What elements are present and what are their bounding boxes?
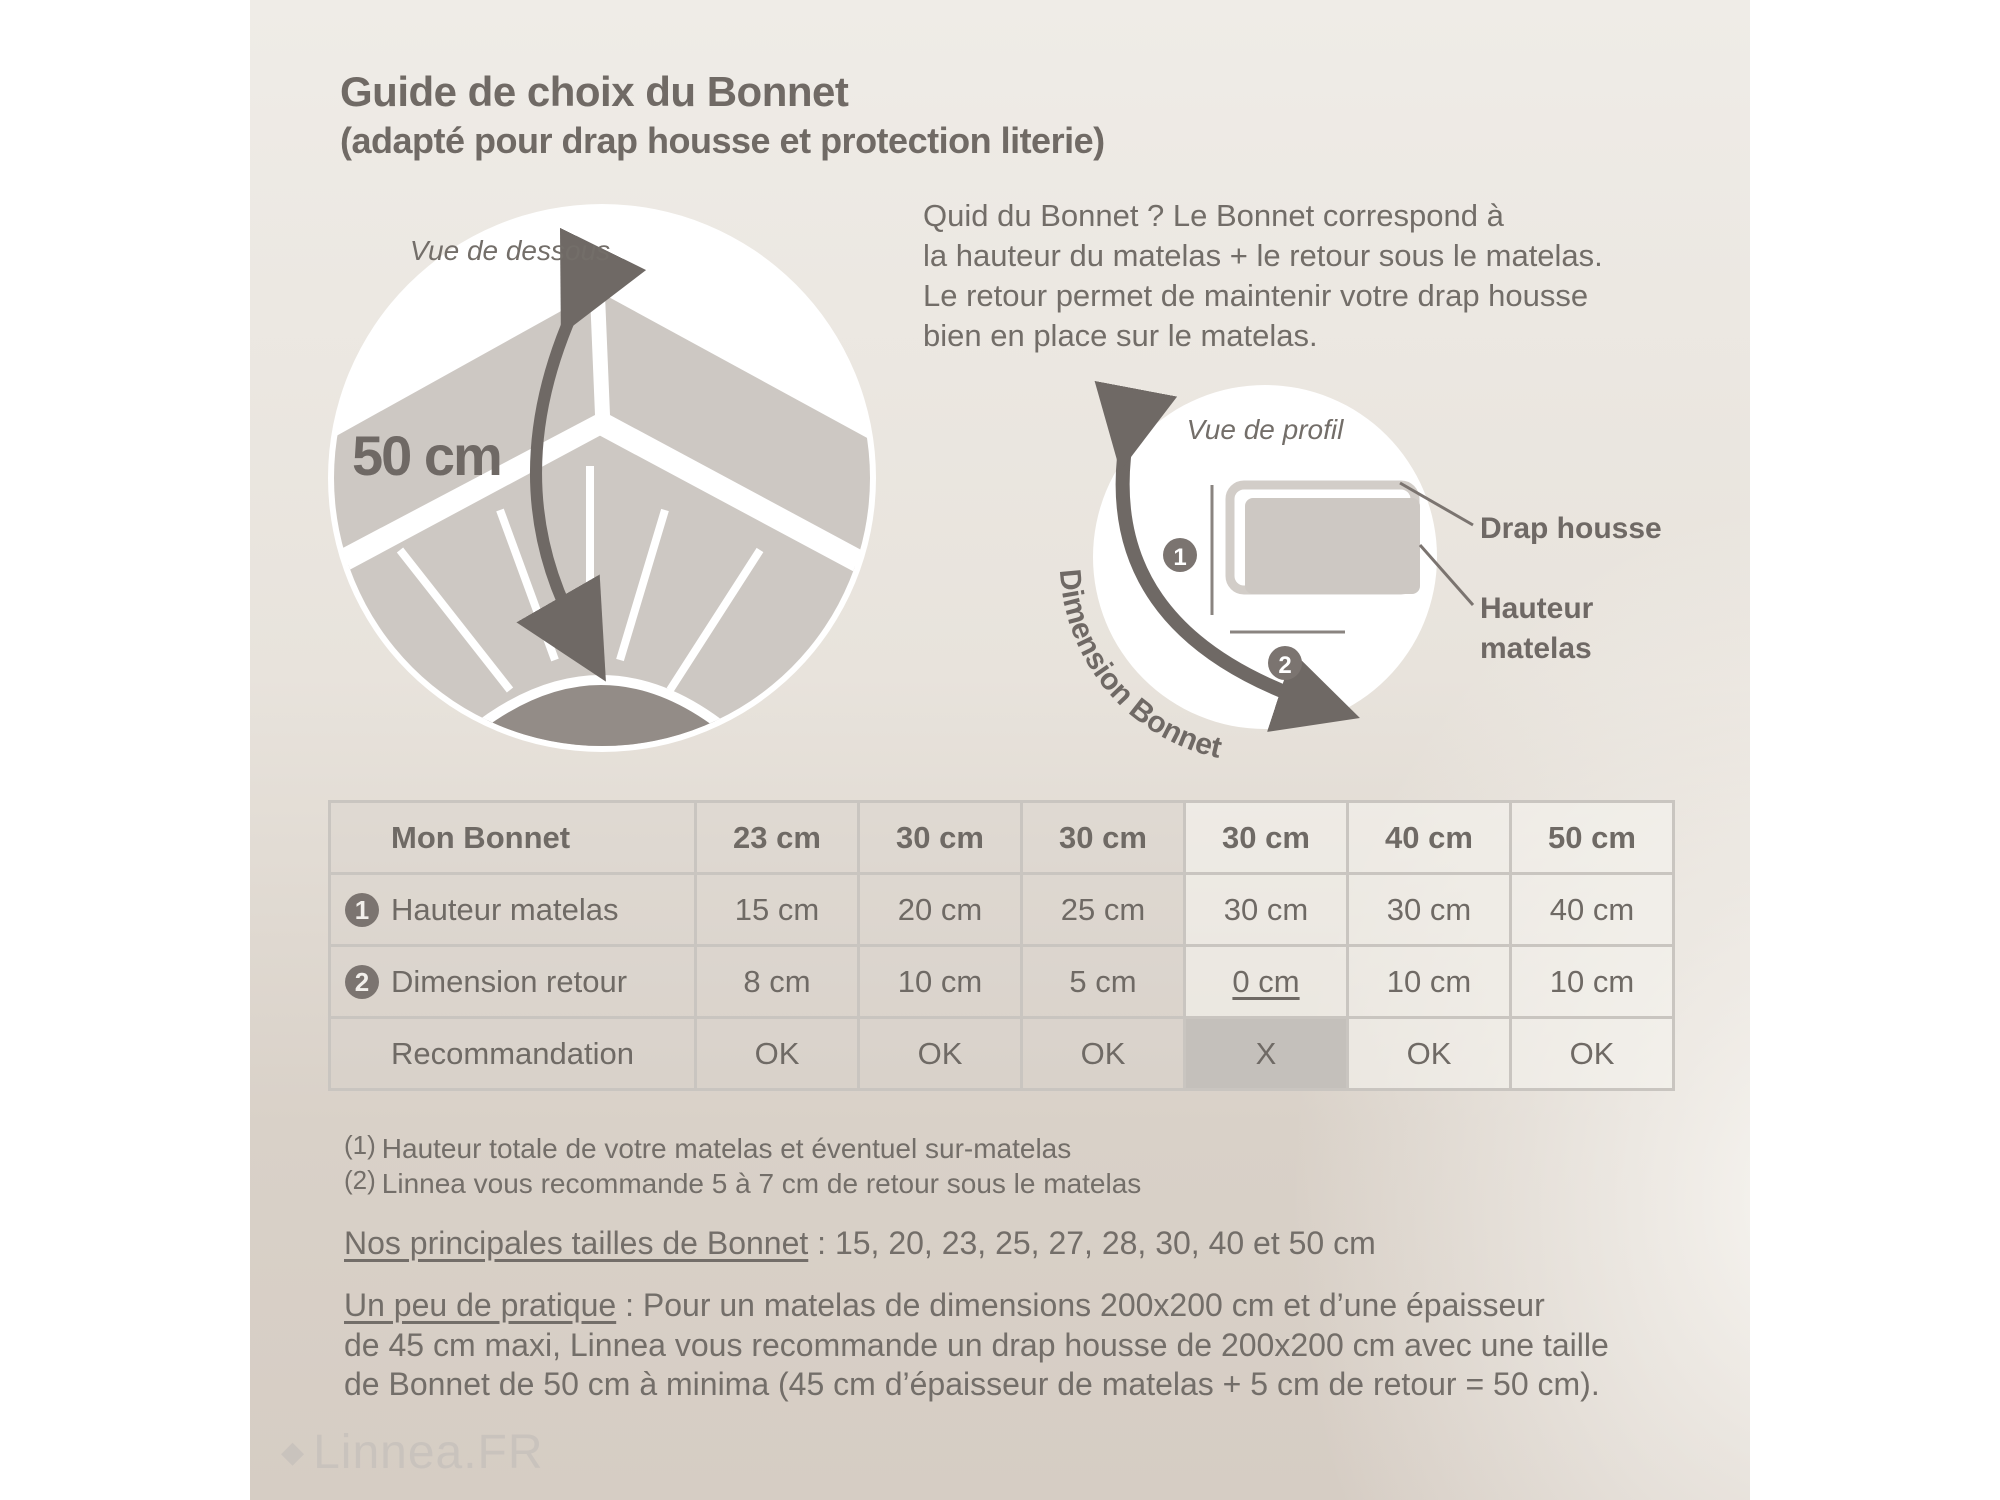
practice-line-2: de 45 cm maxi, Linnea vous recommande un… xyxy=(344,1327,1609,1363)
table-row: 2 Dimension retour 8 cm 10 cm 5 cm 0 cm 1… xyxy=(328,944,1675,1019)
profile-view-caption: Vue de profil xyxy=(1187,414,1344,445)
svg-text:matelas: matelas xyxy=(1480,632,1592,665)
not-recommended-cell: X xyxy=(1183,1016,1349,1091)
measure-label: 50 cm xyxy=(352,424,501,487)
table-row: Recommandation OK OK OK X OK OK xyxy=(328,1016,1675,1091)
practice-line-3: de Bonnet de 50 cm à minima (45 cm d’épa… xyxy=(344,1366,1600,1402)
marker-1-icon: 1 xyxy=(345,892,379,927)
practice-line-1: Un peu de pratique : Pour un matelas de … xyxy=(344,1287,1545,1323)
profile-view-illustration: 1 2 Vue de profil Drap housse Hauteur ma… xyxy=(1053,380,1662,765)
table-header-row: Mon Bonnet 23 cm 30 cm 30 cm 30 cm 40 cm… xyxy=(328,800,1675,875)
page-subtitle: (adapté pour drap housse et protection l… xyxy=(340,120,1105,161)
svg-text:Hauteur: Hauteur xyxy=(1480,592,1594,625)
svg-text:1: 1 xyxy=(1173,544,1186,571)
svg-text:2: 2 xyxy=(1278,652,1291,679)
footnote-1: (1) Hauteur totale de votre matelas et év… xyxy=(344,1130,1072,1164)
size-table: Mon Bonnet 23 cm 30 cm 30 cm 30 cm 40 cm… xyxy=(328,800,1675,1091)
bottom-view-caption: Vue de dessous xyxy=(410,235,610,266)
marker-2-icon: 2 xyxy=(345,964,379,999)
bottom-view-illustration: Vue de dessous 50 cm xyxy=(328,204,876,752)
intro-paragraph: Quid du Bonnet ? Le Bonnet correspond à … xyxy=(923,198,1603,353)
leaf-icon: ◆ xyxy=(281,1436,306,1469)
footnote-2: (2) Linnea vous recommande 5 à 7 cm de re… xyxy=(344,1165,1142,1199)
page-title: Guide de choix du Bonnet xyxy=(340,68,849,115)
table-row: 1 Hauteur matelas 15 cm 20 cm 25 cm 30 cm… xyxy=(328,872,1675,947)
linnea-logo: ◆ Linnea.FR xyxy=(281,1426,544,1479)
main-sizes: Nos principales tailles de Bonnet : 15, … xyxy=(344,1225,1376,1261)
sheet-label: Drap housse xyxy=(1480,512,1662,545)
